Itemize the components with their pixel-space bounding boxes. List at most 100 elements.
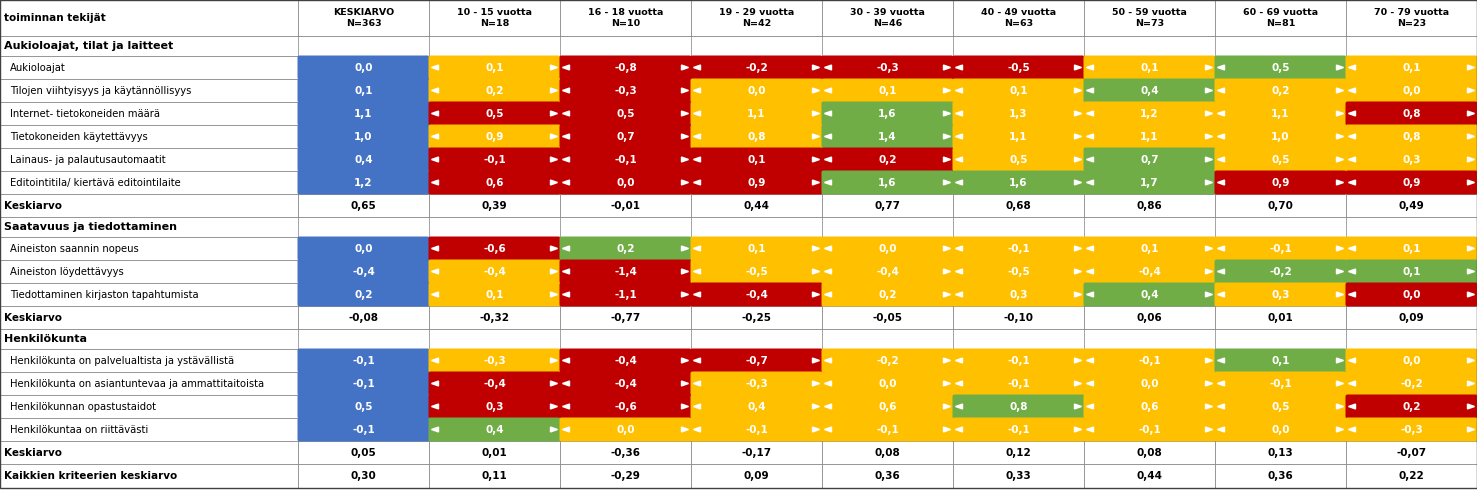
Text: -0,1: -0,1 — [1007, 244, 1029, 253]
Text: 0,2: 0,2 — [1272, 86, 1289, 96]
Polygon shape — [1217, 404, 1224, 409]
Polygon shape — [824, 381, 832, 386]
Bar — [1346, 102, 1477, 125]
Polygon shape — [824, 134, 832, 139]
Text: 0,36: 0,36 — [1267, 471, 1294, 481]
Text: 0,4: 0,4 — [1140, 289, 1159, 299]
Bar — [0, 102, 298, 125]
Bar — [823, 372, 953, 395]
Bar — [1216, 171, 1346, 194]
Bar — [1084, 56, 1216, 79]
Polygon shape — [694, 292, 700, 297]
FancyBboxPatch shape — [1346, 282, 1477, 306]
Polygon shape — [694, 427, 700, 432]
Polygon shape — [681, 180, 688, 185]
Text: -0,1: -0,1 — [352, 424, 375, 434]
Bar — [428, 441, 560, 464]
Polygon shape — [681, 88, 688, 93]
Text: 0,6: 0,6 — [879, 401, 897, 411]
Bar — [298, 306, 428, 329]
Polygon shape — [1087, 111, 1093, 116]
Polygon shape — [563, 180, 570, 185]
Text: -1,1: -1,1 — [614, 289, 637, 299]
FancyBboxPatch shape — [1214, 282, 1347, 306]
Polygon shape — [694, 180, 700, 185]
Bar — [1216, 418, 1346, 441]
FancyBboxPatch shape — [297, 237, 430, 260]
Bar — [823, 102, 953, 125]
Polygon shape — [1468, 65, 1474, 70]
Polygon shape — [1074, 88, 1081, 93]
Text: -0,3: -0,3 — [483, 356, 507, 366]
Bar — [298, 0, 428, 36]
Polygon shape — [694, 65, 700, 70]
Bar — [1216, 0, 1346, 36]
Polygon shape — [1337, 180, 1344, 185]
Text: Editointitila/ kiertävä editointilaite: Editointitila/ kiertävä editointilaite — [10, 177, 180, 188]
Bar — [560, 372, 691, 395]
Polygon shape — [956, 180, 963, 185]
Text: 0,7: 0,7 — [1140, 154, 1159, 164]
Polygon shape — [431, 292, 439, 297]
Text: 0,8: 0,8 — [747, 131, 765, 141]
Bar — [1346, 237, 1477, 260]
FancyBboxPatch shape — [428, 349, 560, 373]
Bar — [298, 194, 428, 217]
Text: 0,7: 0,7 — [616, 131, 635, 141]
Text: 0,0: 0,0 — [354, 244, 372, 253]
Text: -0,4: -0,4 — [1139, 266, 1161, 276]
Text: 0,06: 0,06 — [1137, 313, 1162, 323]
Bar — [691, 0, 823, 36]
Polygon shape — [956, 246, 963, 251]
Bar — [1346, 56, 1477, 79]
Polygon shape — [431, 111, 439, 116]
Bar — [953, 237, 1084, 260]
Text: -0,2: -0,2 — [876, 356, 899, 366]
Text: 0,1: 0,1 — [1140, 63, 1159, 73]
Polygon shape — [1087, 88, 1093, 93]
FancyBboxPatch shape — [1346, 147, 1477, 171]
Text: 0,9: 0,9 — [747, 177, 765, 188]
Bar — [953, 102, 1084, 125]
Bar — [560, 56, 691, 79]
Bar — [1346, 148, 1477, 171]
Text: 0,1: 0,1 — [486, 63, 504, 73]
Bar — [1216, 395, 1346, 418]
Bar — [560, 349, 691, 372]
Polygon shape — [681, 65, 688, 70]
Bar — [823, 260, 953, 283]
Bar — [1216, 102, 1346, 125]
FancyBboxPatch shape — [1084, 102, 1216, 125]
Polygon shape — [1337, 157, 1344, 162]
Bar — [428, 102, 560, 125]
Bar — [823, 171, 953, 194]
Bar — [0, 349, 298, 372]
Text: 0,2: 0,2 — [879, 289, 897, 299]
Bar — [1346, 171, 1477, 194]
Polygon shape — [431, 157, 439, 162]
Bar — [823, 125, 953, 148]
Polygon shape — [1468, 381, 1474, 386]
FancyBboxPatch shape — [691, 55, 823, 80]
FancyBboxPatch shape — [1084, 124, 1216, 148]
Polygon shape — [1468, 88, 1474, 93]
Text: -0,2: -0,2 — [1269, 266, 1292, 276]
FancyBboxPatch shape — [1214, 259, 1347, 283]
Text: 40 - 49 vuotta
N=63: 40 - 49 vuotta N=63 — [981, 8, 1056, 28]
Text: 0,5: 0,5 — [1009, 154, 1028, 164]
Polygon shape — [944, 269, 951, 274]
FancyBboxPatch shape — [1214, 170, 1347, 195]
Polygon shape — [812, 111, 820, 116]
Text: 0,0: 0,0 — [1402, 289, 1421, 299]
Text: 0,2: 0,2 — [486, 86, 504, 96]
Bar — [298, 464, 428, 488]
Bar — [298, 148, 428, 171]
Polygon shape — [551, 65, 557, 70]
Bar — [1084, 283, 1216, 306]
Polygon shape — [1074, 134, 1081, 139]
Polygon shape — [1337, 269, 1344, 274]
FancyBboxPatch shape — [821, 282, 954, 306]
Polygon shape — [1337, 134, 1344, 139]
Bar — [691, 125, 823, 148]
Bar — [298, 125, 428, 148]
